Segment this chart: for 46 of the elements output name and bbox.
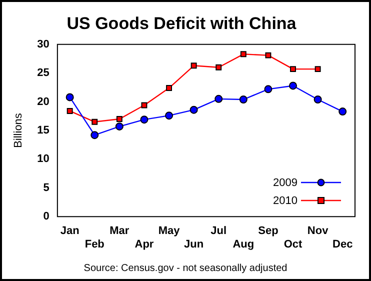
point (166, 85, 172, 91)
x-tick-label: May (158, 225, 181, 238)
point (165, 112, 174, 120)
x-tick-label: Sep (258, 225, 279, 238)
point (240, 51, 246, 58)
point (140, 116, 148, 124)
x-tick-label: Nov (307, 225, 330, 238)
y-tick-label: 20 (37, 96, 50, 108)
y-tick-label: 30 (37, 38, 50, 50)
y-tick-label: 0 (43, 210, 50, 223)
point (92, 118, 98, 125)
point (216, 64, 222, 70)
y-tick-label: 15 (37, 124, 50, 137)
x-tick-label: Oct (284, 238, 303, 250)
point (265, 52, 272, 58)
point (264, 85, 272, 94)
point (338, 108, 347, 116)
x-tick-label: Mar (110, 225, 130, 238)
source-note: Source: Census.gov - not seasonally adjusted (84, 262, 288, 274)
point (66, 93, 74, 102)
point (90, 131, 99, 140)
point (190, 62, 197, 69)
point (314, 66, 321, 72)
point (289, 82, 298, 90)
x-tick-label: Jul (210, 225, 227, 238)
y-tick-label: 5 (43, 182, 50, 194)
point (314, 96, 322, 104)
chart-title: US Goods Deficit with China (66, 14, 297, 33)
x-tick-label: Apr (134, 238, 154, 250)
point (290, 66, 296, 72)
point (190, 106, 198, 114)
x-tick-label: Aug (232, 238, 254, 250)
point (116, 116, 122, 122)
x-tick-label: Jun (184, 238, 204, 250)
point (115, 122, 124, 130)
y-axis-title: Billions (12, 112, 25, 148)
point (239, 96, 248, 104)
point (214, 94, 223, 103)
y-tick-label: 10 (37, 153, 50, 166)
x-tick-label: Dec (332, 238, 353, 250)
x-tick-label: Jan (60, 225, 80, 238)
legend-label: 2010 (273, 194, 298, 207)
y-tick-label: 25 (37, 67, 50, 80)
x-tick-label: Feb (84, 238, 105, 250)
point (66, 108, 73, 114)
legend-label: 2009 (273, 176, 298, 189)
